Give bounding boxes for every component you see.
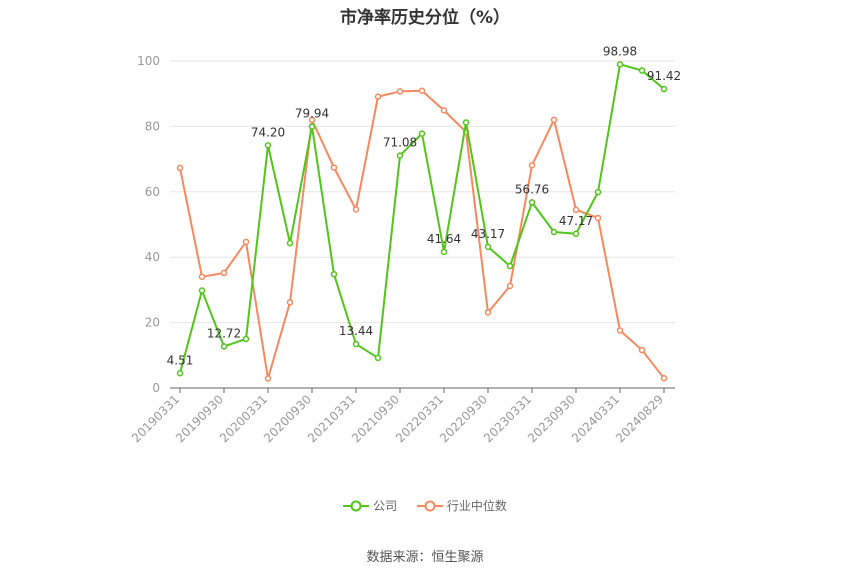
- data-source: 数据来源：恒生聚源: [366, 550, 484, 565]
- company-data-label: 71.08: [383, 136, 417, 150]
- legend-item-company[interactable]: 公司: [343, 497, 397, 514]
- y-tick-label: 60: [145, 185, 160, 199]
- y-tick-label: 100: [137, 54, 160, 68]
- company-data-label: 91.42: [647, 69, 681, 83]
- company-data-point[interactable]: [484, 243, 492, 251]
- company-data-point[interactable]: [462, 119, 470, 126]
- chart-title: 市净率历史分位（%）: [339, 8, 511, 28]
- industry-median-data-point[interactable]: [418, 87, 426, 95]
- company-data-label: 74.20: [251, 125, 285, 139]
- legend-industry-marker: [416, 500, 443, 511]
- industry-median-data-point[interactable]: [330, 164, 338, 171]
- company-data-label: 98.98: [603, 44, 637, 58]
- series-lines: [176, 61, 668, 382]
- industry-median-data-point[interactable]: [638, 346, 646, 354]
- company-data-point[interactable]: [176, 370, 184, 377]
- y-tick-label: 80: [145, 119, 160, 133]
- company-data-label: 56.76: [515, 182, 549, 196]
- company-data-point[interactable]: [198, 287, 206, 294]
- company-data-label: 12.72: [207, 326, 241, 340]
- company-data-label: 13.44: [339, 324, 373, 338]
- gridlines: [170, 60, 675, 324]
- industry-median-data-point[interactable]: [572, 206, 580, 214]
- legend-industry-label: 行业中位数: [446, 499, 507, 513]
- y-tick-label: 40: [145, 250, 160, 264]
- company-data-point[interactable]: [616, 61, 624, 68]
- industry-median-data-point[interactable]: [198, 273, 206, 281]
- company-data-point[interactable]: [286, 239, 294, 247]
- axes: 0204060801002019033120190930202003312020…: [129, 54, 675, 445]
- industry-median-data-point[interactable]: [374, 93, 382, 100]
- company-data-point[interactable]: [594, 188, 602, 196]
- y-tick-label: 20: [145, 316, 160, 330]
- company-data-label: 79.94: [295, 107, 329, 121]
- industry-median-data-point[interactable]: [660, 374, 668, 382]
- company-data-point[interactable]: [308, 123, 316, 130]
- y-tick-label: 0: [152, 381, 160, 395]
- industry-median-data-point[interactable]: [528, 162, 536, 169]
- legend: 公司 行业中位数: [0, 497, 850, 515]
- legend-item-industry-median[interactable]: 行业中位数: [416, 497, 507, 514]
- company-data-point[interactable]: [550, 228, 558, 236]
- industry-median-data-point[interactable]: [176, 164, 184, 172]
- company-data-point[interactable]: [660, 85, 668, 93]
- industry-median-data-point[interactable]: [506, 282, 514, 290]
- industry-median-data-point[interactable]: [308, 116, 316, 124]
- industry-median-data-point[interactable]: [484, 309, 492, 316]
- industry-median-data-point[interactable]: [550, 116, 558, 124]
- company-data-point[interactable]: [374, 354, 382, 362]
- industry-median-data-point[interactable]: [396, 88, 404, 95]
- company-data-point[interactable]: [264, 142, 272, 149]
- industry-median-data-point[interactable]: [440, 107, 448, 114]
- company-data-point[interactable]: [352, 340, 360, 348]
- x-tick-label: 20240829: [613, 392, 666, 445]
- company-data-point[interactable]: [528, 199, 536, 206]
- company-data-label: 47.17: [559, 214, 593, 228]
- company-data-point[interactable]: [330, 270, 338, 278]
- industry-median-data-point[interactable]: [220, 269, 228, 277]
- legend-company-label: 公司: [373, 499, 398, 513]
- company-data-label: 41.64: [427, 232, 461, 246]
- company-data-point[interactable]: [638, 67, 646, 74]
- industry-median-data-point[interactable]: [242, 238, 250, 246]
- data-labels: 4.51 12.72 74.20 79.94 13.44 71.08 41.64 43.17 5…: [167, 44, 682, 367]
- company-data-point[interactable]: [506, 262, 514, 270]
- company-data-point[interactable]: [572, 230, 580, 238]
- company-data-label: 43.17: [471, 227, 505, 241]
- industry-median-data-point[interactable]: [616, 327, 624, 334]
- legend-company-marker: [343, 500, 370, 511]
- industry-median-data-point[interactable]: [264, 375, 272, 382]
- industry-median-data-point[interactable]: [594, 214, 602, 222]
- company-data-point[interactable]: [440, 248, 448, 256]
- company-data-point[interactable]: [418, 130, 426, 137]
- industry-median-data-point[interactable]: [286, 299, 294, 306]
- company-data-point[interactable]: [396, 152, 404, 159]
- company-data-point[interactable]: [220, 343, 228, 350]
- industry-median-data-point[interactable]: [352, 206, 360, 213]
- company-data-label: 4.51: [167, 353, 194, 367]
- company-data-point[interactable]: [242, 335, 250, 343]
